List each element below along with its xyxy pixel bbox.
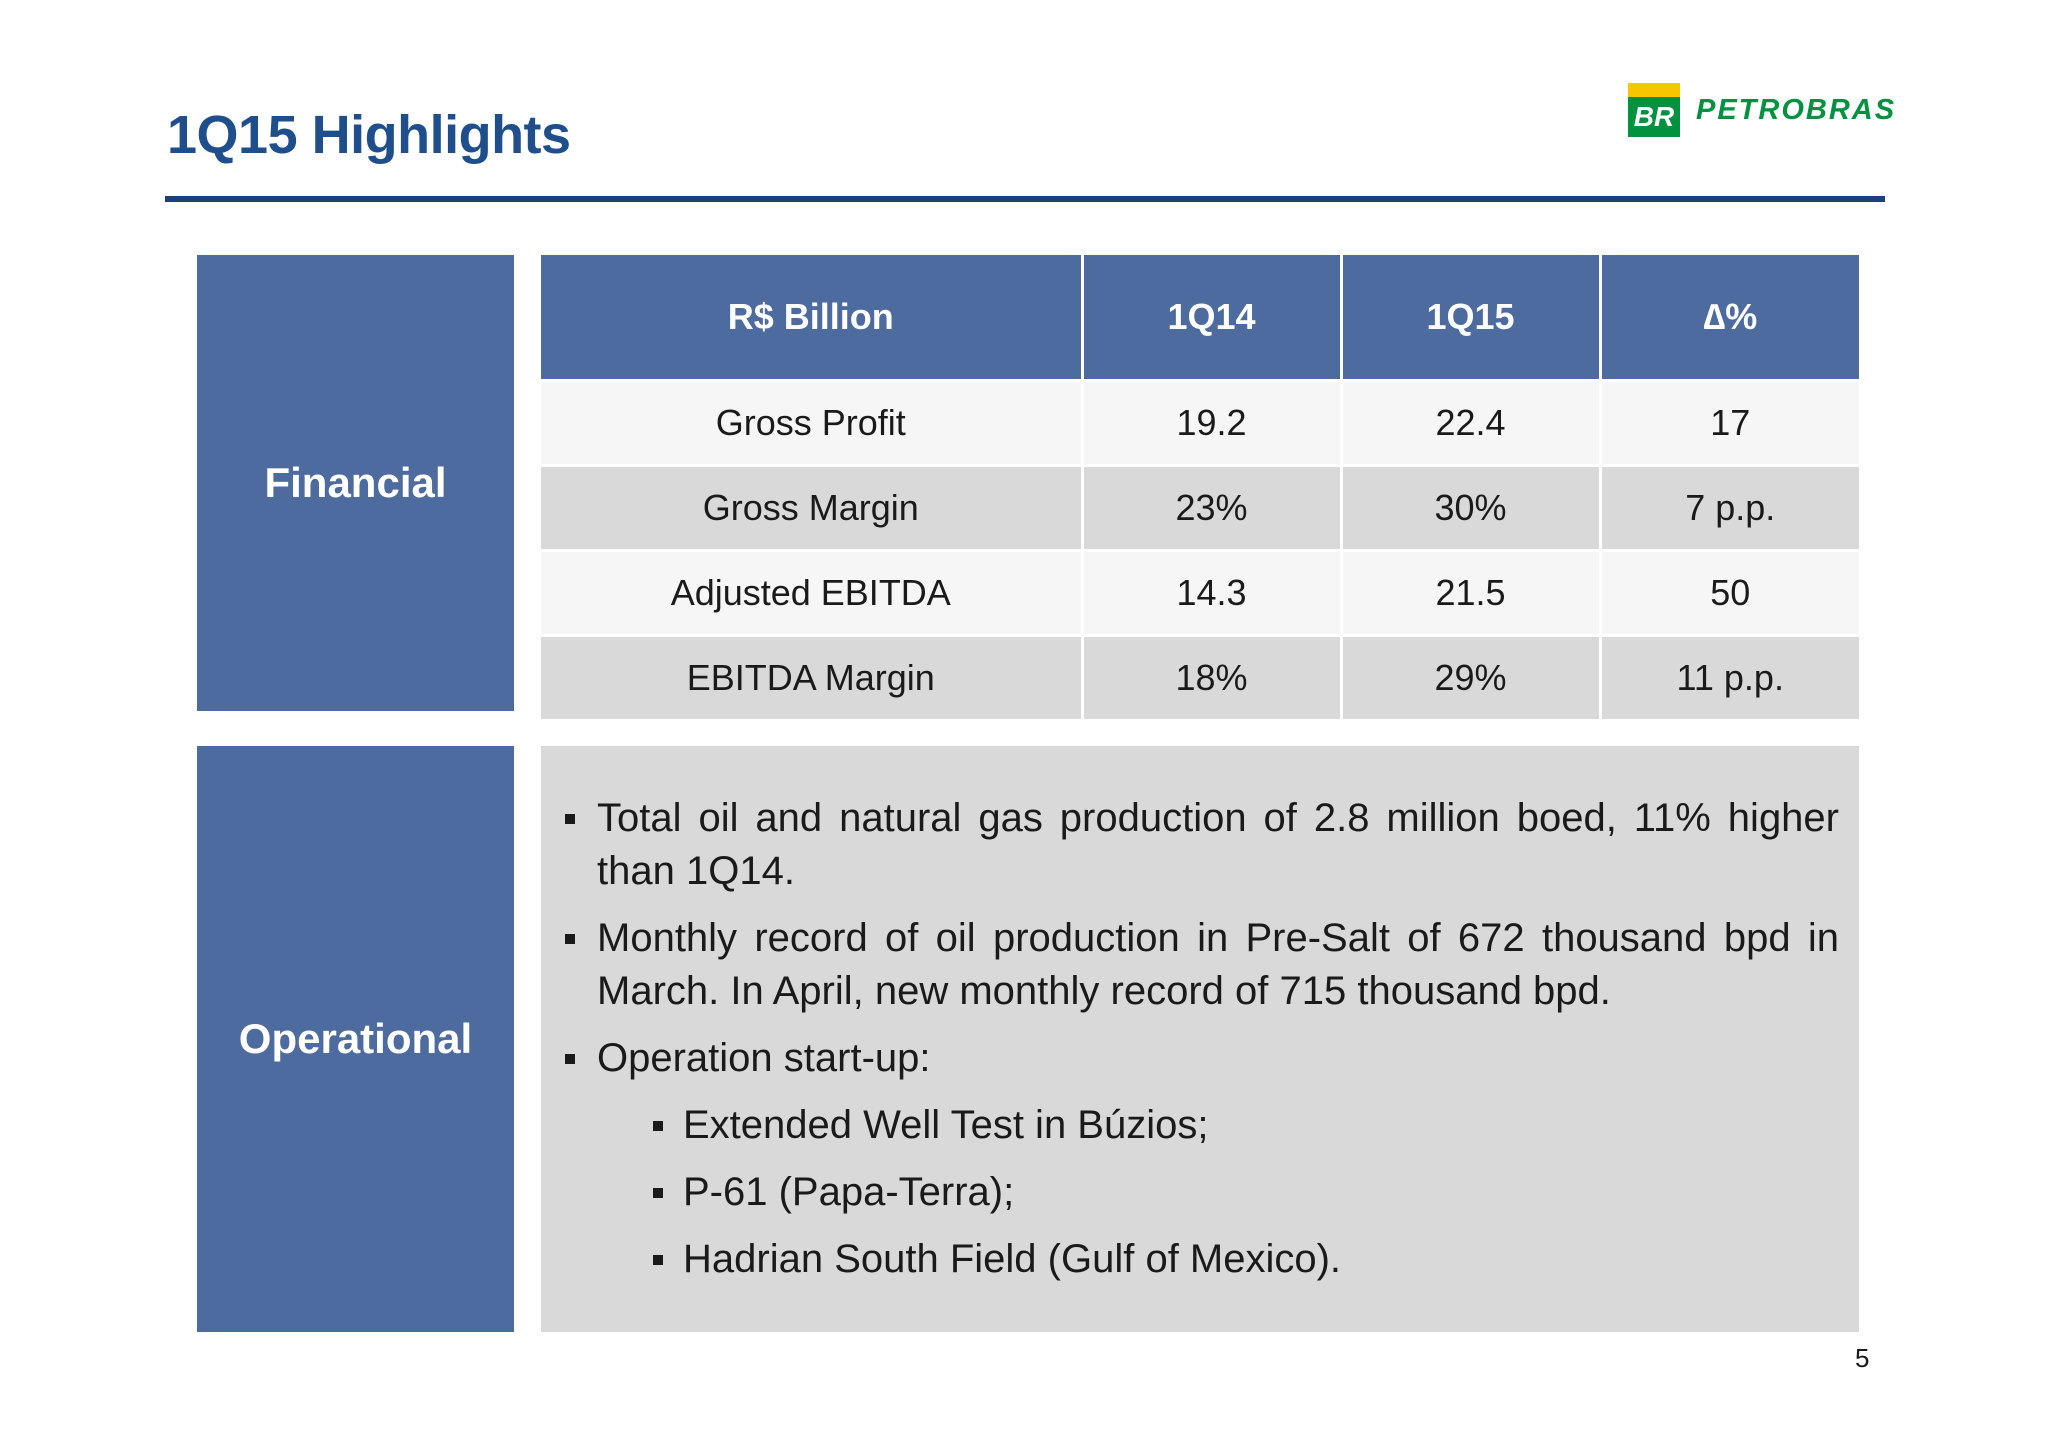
operational-bullet-list: Total oil and natural gas production of … <box>541 792 1839 1286</box>
table-cell: 22.4 <box>1339 379 1600 466</box>
column-header: R$ Billion <box>541 255 1082 381</box>
square-bullet-icon <box>565 934 575 944</box>
table-cell: 11 p.p. <box>1598 634 1859 719</box>
petrobras-logo: BR PETROBRAS <box>1628 83 1896 137</box>
bullet-text: Total oil and natural gas production of … <box>597 796 1839 893</box>
column-header: 1Q15 <box>1339 255 1600 381</box>
table-cell: EBITDA Margin <box>541 634 1082 719</box>
table-cell: 19.2 <box>1080 379 1341 466</box>
table-cell: 17 <box>1598 379 1859 466</box>
table-cell: 18% <box>1080 634 1341 719</box>
br-logo-icon: BR <box>1628 83 1680 137</box>
table-header-row: R$ Billion 1Q14 1Q15 ∆% <box>541 255 1859 381</box>
table-cell: 50 <box>1598 549 1859 636</box>
operational-section-label: Operational <box>197 746 514 1332</box>
financial-section-label: Financial <box>197 255 514 711</box>
table-cell: 23% <box>1080 464 1341 551</box>
page-number: 5 <box>1855 1343 1870 1373</box>
square-bullet-icon <box>653 1255 663 1265</box>
list-item: Monthly record of oil production in Pre-… <box>541 912 1839 1018</box>
page-title: 1Q15 Highlights <box>167 105 571 165</box>
logo-wordmark: PETROBRAS <box>1696 93 1897 126</box>
table-row: Adjusted EBITDA 14.3 21.5 50 <box>541 549 1859 636</box>
bullet-text: Extended Well Test in Búzios; <box>683 1103 1209 1147</box>
table-cell: Adjusted EBITDA <box>541 549 1082 636</box>
bullet-text: Operation start-up: <box>597 1036 931 1080</box>
operational-panel: Total oil and natural gas production of … <box>541 746 1859 1332</box>
table-row: Gross Profit 19.2 22.4 17 <box>541 379 1859 466</box>
table-cell: 21.5 <box>1339 549 1600 636</box>
table-cell: 30% <box>1339 464 1600 551</box>
sub-list-item: Extended Well Test in Búzios; <box>541 1099 1839 1152</box>
sub-list-item: Hadrian South Field (Gulf of Mexico). <box>541 1233 1839 1286</box>
financial-table: R$ Billion 1Q14 1Q15 ∆% Gross Profit 19.… <box>541 255 1859 719</box>
title-divider <box>165 196 1885 202</box>
square-bullet-icon <box>653 1121 663 1131</box>
bullet-text: Hadrian South Field (Gulf of Mexico). <box>683 1237 1342 1281</box>
table-cell: 7 p.p. <box>1598 464 1859 551</box>
column-header: 1Q14 <box>1080 255 1341 381</box>
table-cell: 29% <box>1339 634 1600 719</box>
column-header: ∆% <box>1598 255 1859 381</box>
table-cell: 14.3 <box>1080 549 1341 636</box>
sub-list-item: P-61 (Papa-Terra); <box>541 1166 1839 1219</box>
list-item: Total oil and natural gas production of … <box>541 792 1839 898</box>
list-item: Operation start-up: <box>541 1032 1839 1085</box>
square-bullet-icon <box>653 1188 663 1198</box>
table-cell: Gross Profit <box>541 379 1082 466</box>
square-bullet-icon <box>565 1054 575 1064</box>
table-row: EBITDA Margin 18% 29% 11 p.p. <box>541 634 1859 719</box>
square-bullet-icon <box>565 814 575 824</box>
bullet-text: P-61 (Papa-Terra); <box>683 1170 1015 1214</box>
table-cell: Gross Margin <box>541 464 1082 551</box>
table-row: Gross Margin 23% 30% 7 p.p. <box>541 464 1859 551</box>
bullet-text: Monthly record of oil production in Pre-… <box>597 916 1839 1013</box>
